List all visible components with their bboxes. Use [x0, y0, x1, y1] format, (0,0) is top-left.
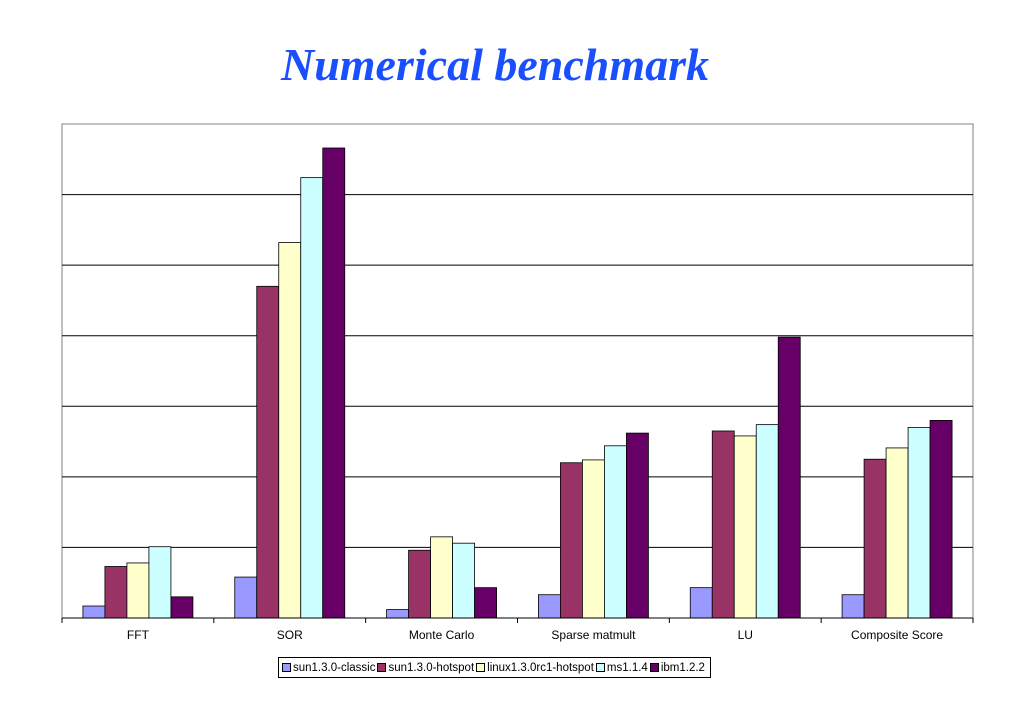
bar — [907, 427, 931, 619]
bar — [582, 459, 605, 619]
x-tick-label: FFT — [127, 628, 150, 642]
bar — [256, 285, 280, 619]
legend-swatch — [649, 663, 659, 672]
bar — [278, 242, 302, 619]
x-tick-label: LU — [738, 628, 753, 642]
legend-item: sun1.3.0-hotspot — [377, 662, 474, 674]
x-tick-label: SOR — [277, 628, 303, 642]
bar — [170, 596, 194, 619]
bar — [626, 432, 649, 619]
bar — [560, 462, 583, 619]
gridlines — [62, 194, 973, 548]
chart-title: Numerical benchmark — [280, 39, 710, 90]
legend-label: linux1.3.0rc1-hotspot — [487, 661, 594, 674]
bar — [841, 594, 865, 619]
bar — [452, 542, 475, 619]
legend-swatch — [282, 663, 291, 672]
legend-label: sun1.3.0-hotspot — [388, 661, 475, 674]
bar — [386, 609, 409, 619]
x-tick-label: Monte Carlo — [409, 628, 475, 642]
bar — [126, 562, 150, 619]
legend-swatch — [377, 663, 387, 672]
legend-item: ibm1.2.2 — [649, 661, 705, 674]
legend-label: ms1.1.4 — [606, 661, 648, 674]
bar — [733, 435, 757, 619]
x-axis: FFT SOR Monte Carlo Sparse matmult LU Composi… — [61, 617, 974, 642]
bar — [689, 587, 713, 619]
bar — [929, 419, 953, 619]
legend-item: linux1.3.0rc1-hotspot — [476, 662, 594, 674]
legend-swatch — [595, 663, 605, 672]
bar — [104, 566, 128, 619]
plot-area-frame — [61, 123, 974, 619]
bar — [408, 549, 431, 619]
bar — [604, 445, 627, 619]
bar — [885, 447, 909, 619]
bar — [430, 536, 453, 619]
bar — [300, 177, 324, 619]
bar — [777, 336, 801, 619]
bar — [538, 594, 561, 619]
bar — [322, 147, 346, 619]
bar — [234, 576, 258, 619]
x-tick-label: Composite Score — [851, 628, 943, 642]
legend: sun1.3.0-classic sun1.3.0-hotspot linux1.3… — [278, 657, 711, 678]
bar — [755, 424, 779, 619]
legend-label: sun1.3.0-classic — [293, 661, 376, 674]
x-tick-label: Sparse matmult — [551, 628, 636, 642]
bars — [82, 147, 953, 619]
bar — [711, 430, 735, 619]
legend-label: ibm1.2.2 — [660, 661, 705, 674]
bar — [863, 458, 887, 619]
legend-swatch — [476, 663, 486, 672]
bar — [82, 605, 106, 619]
bar — [474, 587, 497, 619]
legend-item: ms1.1.4 — [595, 661, 648, 674]
bar — [148, 546, 172, 619]
legend-item: sun1.3.0-classic — [282, 662, 375, 674]
